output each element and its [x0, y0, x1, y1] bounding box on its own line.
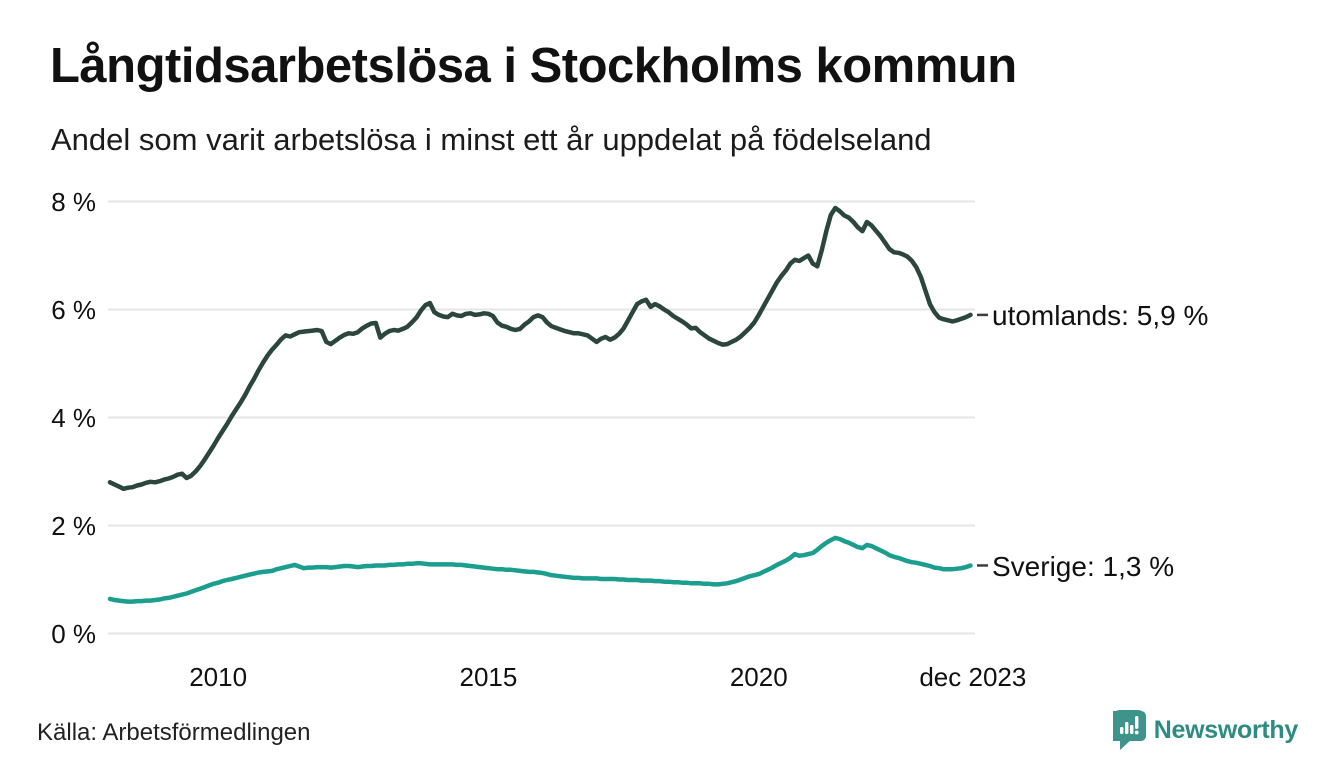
y-tick-label: 8 %: [51, 186, 96, 217]
y-tick-label: 4 %: [51, 402, 96, 433]
source-note: Källa: Arbetsförmedlingen: [37, 719, 311, 746]
x-tick-label: 2015: [459, 662, 518, 692]
y-tick-label: 2 %: [51, 510, 96, 541]
newsworthy-logo: Newsworthy: [1112, 708, 1298, 752]
page-title: Långtidsarbetslösa i Stockholms kommun: [50, 39, 1017, 93]
series-label-utomlands: utomlands: 5,9 %: [992, 299, 1209, 331]
x-tick-label: 2020: [729, 662, 788, 692]
newsworthy-wordmark: Newsworthy: [1153, 715, 1299, 744]
series-label-sverige: Sverige: 1,3 %: [992, 551, 1175, 583]
page-subtitle: Andel som varit arbetslösa i minst ett å…: [51, 122, 932, 157]
y-tick-label: 6 %: [51, 294, 96, 325]
y-tick-label: 0 %: [51, 618, 96, 649]
x-tick-label: 2010: [189, 662, 248, 692]
newsworthy-bubble-chart-icon: [1112, 710, 1146, 750]
x-tick-label: dec 2023: [919, 662, 1027, 692]
series-line-utomlands: [107, 205, 973, 492]
series-line-sverige: [107, 535, 973, 604]
